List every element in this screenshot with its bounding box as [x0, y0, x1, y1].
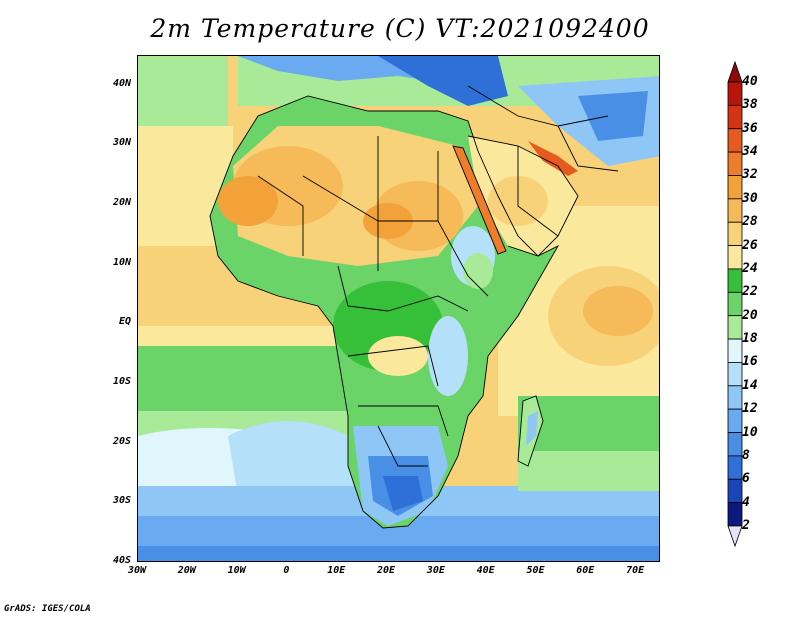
colorbar-box [727, 245, 743, 270]
indian-ocean-light [518, 451, 659, 491]
colorbar-label: 12 [742, 401, 758, 417]
colorbar-box [727, 455, 743, 480]
colorbar-label: 18 [742, 331, 758, 347]
lat-label: 30N [112, 137, 131, 149]
lat-label: 20S [112, 435, 131, 447]
lat-label: 30S [112, 495, 131, 507]
lat-label: 10S [112, 376, 131, 388]
lon-label: 10E [327, 565, 346, 576]
colorbar-label: 34 [742, 144, 758, 160]
lat-label: 40S [112, 555, 131, 566]
colorbar-box [727, 338, 743, 363]
colorbar-label: 38 [742, 97, 758, 113]
congo-yellow [368, 336, 428, 376]
colorbar-box [727, 175, 743, 200]
lon-label: 70E [626, 565, 645, 576]
colorbar-label: 2 [742, 518, 750, 533]
colorbar [727, 60, 743, 548]
colorbar-label: 40 [742, 74, 758, 89]
lat-label: 20N [112, 197, 131, 209]
atlantic-cool-16 [228, 421, 358, 496]
colorbar-label: 30 [742, 190, 758, 206]
lon-label: 30W [127, 565, 147, 576]
colorbar-box [727, 81, 743, 106]
colorbar-box [727, 198, 743, 223]
red-sea [453, 146, 506, 254]
colorbar-label: 32 [742, 167, 758, 183]
ethiopia-green [463, 253, 493, 289]
lon-label: 0 [283, 565, 290, 576]
colorbar-bottom-triangle [727, 525, 743, 548]
south-africa-coldest [383, 476, 423, 511]
colorbar-box [727, 268, 743, 293]
lon-label: 60E [576, 565, 595, 576]
colorbar-box [727, 221, 743, 246]
colorbar-box [727, 128, 743, 153]
persian-gulf [528, 141, 578, 176]
colorbar-label: 22 [742, 284, 758, 300]
colorbar-label: 20 [742, 307, 758, 323]
lat-label: 10N [112, 256, 131, 268]
colorbar-label: 6 [742, 471, 750, 487]
colorbar-box [727, 315, 743, 340]
colorbar-box [727, 478, 743, 504]
arabian-sea-30 [583, 286, 653, 336]
colorbar-box [727, 502, 743, 527]
lon-label: 20E [377, 565, 396, 576]
temperature-map [137, 55, 660, 562]
atlantic-green-22 [138, 346, 358, 416]
turkey-cool [378, 56, 508, 106]
colorbar-box [727, 104, 743, 130]
colorbar-label: 36 [742, 120, 758, 136]
atlantic-green-band [138, 56, 228, 126]
grads-credit: GrADS: IGES/COLA [4, 604, 91, 614]
colorbar-label: 8 [742, 447, 750, 463]
colorbar-top-triangle [727, 60, 743, 83]
east-africa-highlands [428, 316, 468, 396]
iran-cold [578, 91, 648, 141]
lat-label: EQ [118, 316, 131, 328]
southern-ocean-10 [138, 546, 659, 561]
colorbar-label: 16 [742, 354, 758, 370]
colorbar-box [727, 362, 743, 387]
colorbar-box [727, 385, 743, 410]
lon-label: 20W [177, 565, 196, 576]
colorbar-label: 4 [742, 494, 750, 510]
lon-label: 40E [476, 565, 495, 576]
lon-label: 50E [526, 565, 545, 576]
mauritania-32 [218, 176, 278, 226]
colorbar-label: 24 [742, 260, 758, 276]
colorbar-label: 14 [742, 377, 758, 393]
map-title: 2m Temperature (C) VT:2021092400 [150, 14, 650, 43]
country-borders [209, 85, 619, 529]
lon-label: 30E [426, 565, 445, 576]
lat-label: 40N [112, 77, 131, 89]
colorbar-label: 10 [742, 424, 758, 440]
colorbar-label: 26 [742, 237, 758, 253]
colorbar-box [727, 151, 743, 176]
lon-label: 10W [227, 565, 246, 576]
colorbar-box [727, 408, 743, 433]
madagascar-cool [526, 411, 538, 446]
colorbar-label: 28 [742, 214, 758, 230]
colorbar-box [727, 432, 743, 457]
colorbar-box [727, 291, 743, 317]
